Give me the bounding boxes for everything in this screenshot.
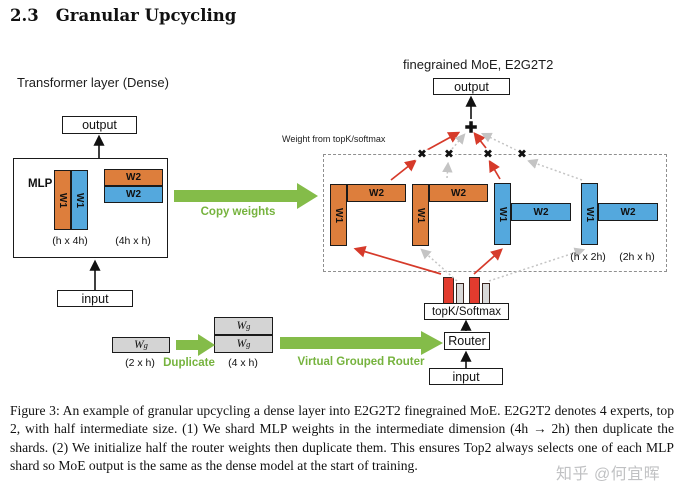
router-box: Router — [444, 332, 490, 350]
dense-diagram-title: Transformer layer (Dense) — [17, 75, 169, 90]
copy-weights-label: Copy weights — [200, 206, 276, 218]
gate-bar-unselected-1 — [456, 283, 464, 304]
expert3-w1-bar: W1 — [494, 183, 511, 245]
expert1-w2-bar: W2 — [347, 184, 406, 202]
dense-w1-orange-label: W1 — [57, 192, 68, 208]
section-header: 2.3 Granular Upcycling — [10, 6, 236, 25]
expert4-w2-bar: W2 — [598, 203, 658, 221]
expert4-w1-label: W1 — [584, 206, 595, 222]
moe-w1-dim: (h x 2h) — [570, 251, 606, 263]
multiply-icon-2: ✖ — [442, 148, 456, 161]
expert2-w1-label: W1 — [415, 207, 426, 223]
expert1-w1-bar: W1 — [330, 184, 347, 246]
gate-bar-unselected-2 — [482, 283, 490, 304]
figure-caption: Figure 3: An example of granular upcycli… — [10, 403, 674, 474]
section-number: 2.3 — [10, 6, 39, 25]
multiply-icon-4: ✖ — [515, 148, 529, 161]
wg-subscript: g — [246, 321, 251, 331]
duplicate-arrow — [176, 334, 215, 356]
virtual-grouped-router-arrow — [280, 331, 443, 355]
duplicate-label: Duplicate — [163, 357, 215, 369]
expert3-w2-bar: W2 — [511, 203, 571, 221]
expert3-w1-label: W1 — [497, 206, 508, 222]
wg-stacked-dim: (4 x h) — [228, 357, 258, 369]
expert4-w1-bar: W1 — [581, 183, 598, 245]
dense-w2-orange-bar: W2 — [104, 169, 163, 186]
wg-symbol: W — [236, 320, 247, 332]
wg-symbol: W — [134, 339, 144, 351]
dense-w2-dim: (4h x h) — [115, 235, 151, 247]
wg-subscript: g — [246, 339, 251, 349]
dense-w2-blue-bar: W2 — [104, 186, 163, 203]
mlp-label: MLP — [28, 178, 53, 190]
expert2-w2-bar: W2 — [429, 184, 488, 202]
section-title: Granular Upcycling — [55, 6, 237, 25]
dense-w1-orange-bar: W1 — [54, 170, 71, 230]
moe-input-box: input — [429, 368, 503, 385]
watermark: 知乎 @何宜晖 — [556, 466, 661, 483]
dense-w1-blue-label: W1 — [74, 192, 85, 208]
wg-symbol: W — [236, 338, 247, 350]
expert2-w1-bar: W1 — [412, 184, 429, 246]
gate-bar-selected-1 — [443, 277, 454, 304]
expert1-w1-label: W1 — [333, 207, 344, 223]
arrow-times2-to-plus — [451, 133, 466, 150]
topk-softmax-box: topK/Softmax — [424, 303, 509, 320]
dense-w1-dim: (h x 4h) — [52, 235, 88, 247]
gate-bar-selected-2 — [469, 277, 480, 304]
multiply-icon-3: ✖ — [481, 148, 495, 161]
multiply-icon-1: ✖ — [415, 148, 429, 161]
virtual-grouped-router-label: Virtual Grouped Router — [297, 356, 425, 368]
dense-w1-blue-bar: W1 — [71, 170, 88, 230]
dense-input-box: input — [57, 290, 133, 307]
moe-output-box: output — [433, 78, 510, 95]
arrow-times1-to-plus — [426, 131, 461, 151]
moe-diagram-title: finegrained MoE, E2G2T2 — [403, 57, 554, 72]
sum-plus-icon: ✚ — [464, 119, 478, 137]
weight-note: Weight from topK/softmax — [282, 134, 386, 144]
moe-w2-dim: (2h x h) — [619, 251, 655, 263]
wg-subscript: g — [143, 340, 148, 350]
dense-output-box: output — [62, 116, 137, 134]
wg-single-dim: (2 x h) — [125, 357, 155, 369]
